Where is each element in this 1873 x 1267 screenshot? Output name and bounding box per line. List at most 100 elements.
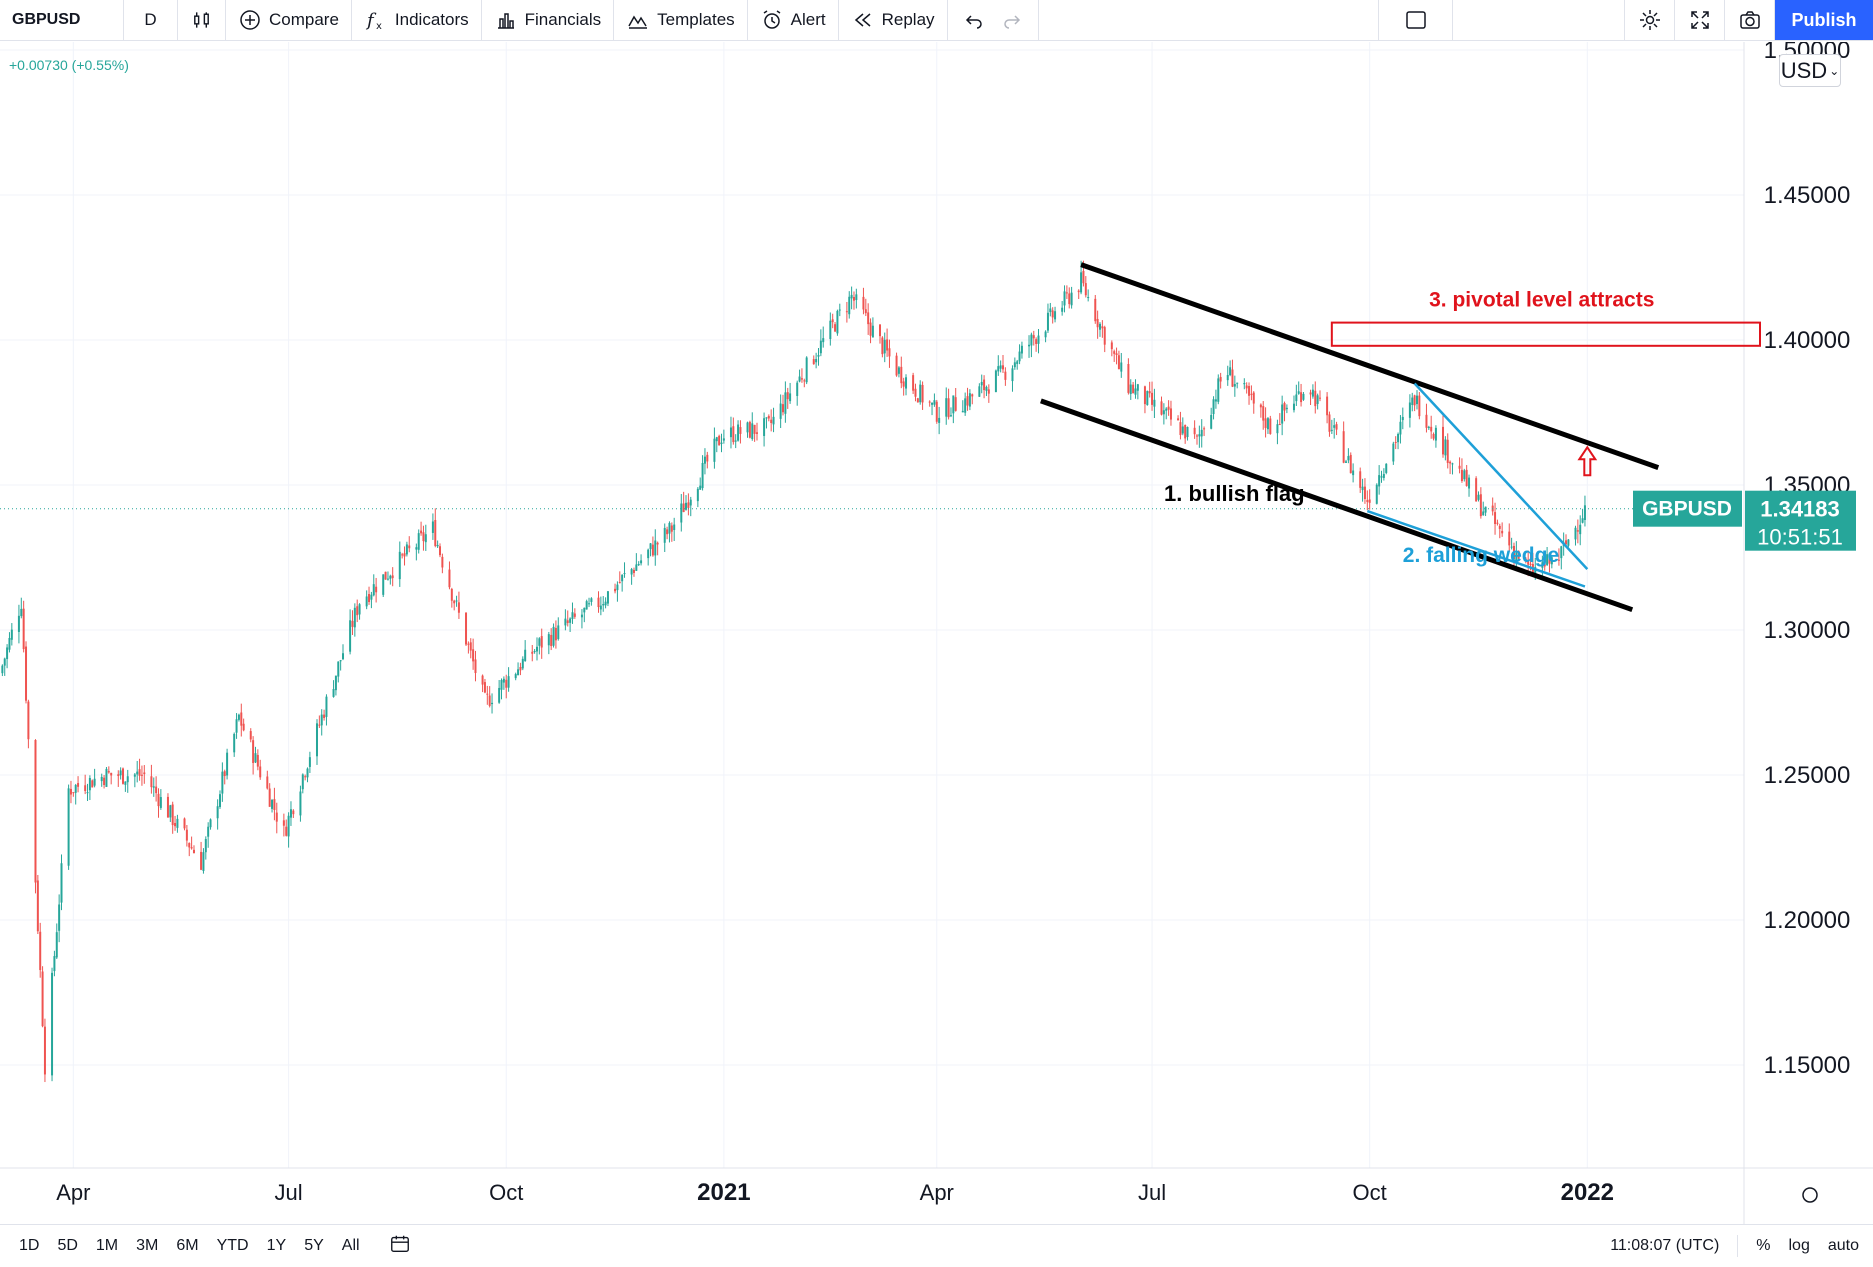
candle: [1309, 389, 1312, 406]
undo-icon[interactable]: [962, 8, 986, 32]
candle: [41, 966, 44, 1028]
candle: [356, 599, 359, 623]
candle: [564, 609, 567, 631]
candle: [855, 288, 858, 309]
y-tick-label: 1.25000: [1764, 762, 1851, 789]
candle: [668, 521, 671, 543]
redo-icon[interactable]: [1000, 8, 1024, 32]
snapshot-button[interactable]: [1725, 0, 1775, 40]
candle: [1352, 463, 1355, 483]
candle: [753, 424, 756, 442]
candle: [192, 845, 195, 854]
candle: [1380, 470, 1383, 483]
time-axis[interactable]: Apr Jul Oct 2021 Apr Jul Oct 2022: [56, 1179, 1614, 1206]
range-button-6m[interactable]: 6M: [176, 1237, 199, 1254]
candle: [1276, 419, 1279, 445]
candle: [1037, 329, 1040, 354]
candle: [275, 802, 278, 834]
pivotal-level-zone[interactable]: [1330, 321, 1762, 347]
candles-style-button[interactable]: [178, 0, 226, 40]
range-button-ytd[interactable]: YTD: [216, 1237, 249, 1254]
candle: [249, 728, 252, 743]
candle: [157, 788, 160, 818]
candle: [1567, 538, 1570, 548]
percent-scale-toggle[interactable]: %: [1756, 1237, 1771, 1254]
range-button-1y[interactable]: 1Y: [266, 1237, 287, 1254]
candle: [798, 369, 801, 383]
candle: [1463, 468, 1466, 482]
candle: [405, 541, 408, 557]
financials-button[interactable]: Financials: [482, 0, 615, 40]
last-price-value: 1.34183: [1760, 497, 1840, 522]
timezone-settings[interactable]: [1802, 1187, 1818, 1203]
range-button-1d[interactable]: 1D: [19, 1237, 40, 1254]
candle: [718, 434, 721, 446]
range-button-all[interactable]: All: [341, 1237, 360, 1254]
price-chart[interactable]: 1. bullish flag 2. falling wedge 3. pivota…: [0, 42, 1873, 1224]
candle: [498, 680, 501, 704]
candle: [599, 596, 602, 616]
candle: [654, 529, 657, 566]
range-button-1m[interactable]: 1M: [95, 1237, 119, 1254]
x-tick-label: Jul: [1138, 1180, 1166, 1205]
date-range-button[interactable]: [389, 1233, 411, 1260]
symbol-search[interactable]: GBPUSD: [0, 0, 124, 40]
trendline-lower-channel[interactable]: [1040, 398, 1634, 613]
candle: [308, 751, 311, 773]
trendline-upper-channel[interactable]: [1080, 262, 1660, 470]
candle: [1028, 335, 1031, 358]
candle: [1203, 426, 1206, 437]
candle: [621, 574, 624, 592]
clock-time[interactable]: 11:08:07 (UTC): [1610, 1237, 1720, 1254]
candle: [1560, 545, 1563, 570]
candle: [623, 562, 626, 578]
candle: [1051, 307, 1054, 324]
candle: [1524, 557, 1527, 564]
candle: [1117, 350, 1120, 370]
candle: [453, 599, 456, 611]
range-button-5d[interactable]: 5D: [57, 1237, 78, 1254]
candle: [252, 736, 255, 775]
currency-selector[interactable]: USD ⌄: [1779, 54, 1841, 87]
auto-scale-toggle[interactable]: auto: [1827, 1237, 1859, 1254]
candle: [881, 336, 884, 358]
candle: [583, 607, 586, 623]
range-button-3m[interactable]: 3M: [136, 1237, 159, 1254]
compare-button[interactable]: Compare: [226, 0, 352, 40]
falling-wedge-label[interactable]: 2. falling wedge: [1403, 544, 1559, 567]
candle: [209, 818, 212, 830]
layout-button[interactable]: [1379, 0, 1453, 40]
rewind-icon: [854, 13, 871, 27]
replay-button[interactable]: Replay: [839, 0, 948, 40]
candle: [1101, 320, 1104, 338]
candle: [1359, 467, 1362, 493]
trendline-wedge-upper[interactable]: [1413, 382, 1589, 570]
candle: [819, 329, 822, 357]
candle: [110, 772, 113, 785]
candle: [800, 368, 803, 383]
candle: [519, 662, 522, 676]
candle: [1186, 426, 1189, 441]
candle: [219, 790, 221, 809]
trendline-wedge-lower[interactable]: [1366, 509, 1586, 588]
candle: [1011, 365, 1014, 392]
range-button-5y[interactable]: 5Y: [304, 1237, 324, 1254]
bullish-flag-label[interactable]: 1. bullish flag: [1164, 481, 1305, 506]
templates-button[interactable]: Templates: [614, 0, 748, 40]
pivotal-level-label[interactable]: 3. pivotal level attracts: [1429, 289, 1654, 312]
candle: [1032, 330, 1035, 346]
candle: [20, 597, 23, 619]
settings-button[interactable]: [1625, 0, 1675, 40]
price-axis[interactable]: 1.150001.200001.250001.300001.350001.400…: [1764, 42, 1851, 1079]
camera-icon: [1739, 11, 1760, 29]
candle: [1002, 354, 1005, 373]
publish-button[interactable]: Publish: [1775, 0, 1873, 40]
candle: [1314, 381, 1317, 414]
fullscreen-button[interactable]: [1675, 0, 1725, 40]
candle: [202, 848, 205, 874]
alert-button[interactable]: Alert: [748, 0, 839, 40]
candle: [483, 678, 486, 694]
interval-selector[interactable]: D: [124, 0, 178, 40]
log-scale-toggle[interactable]: log: [1788, 1237, 1810, 1254]
